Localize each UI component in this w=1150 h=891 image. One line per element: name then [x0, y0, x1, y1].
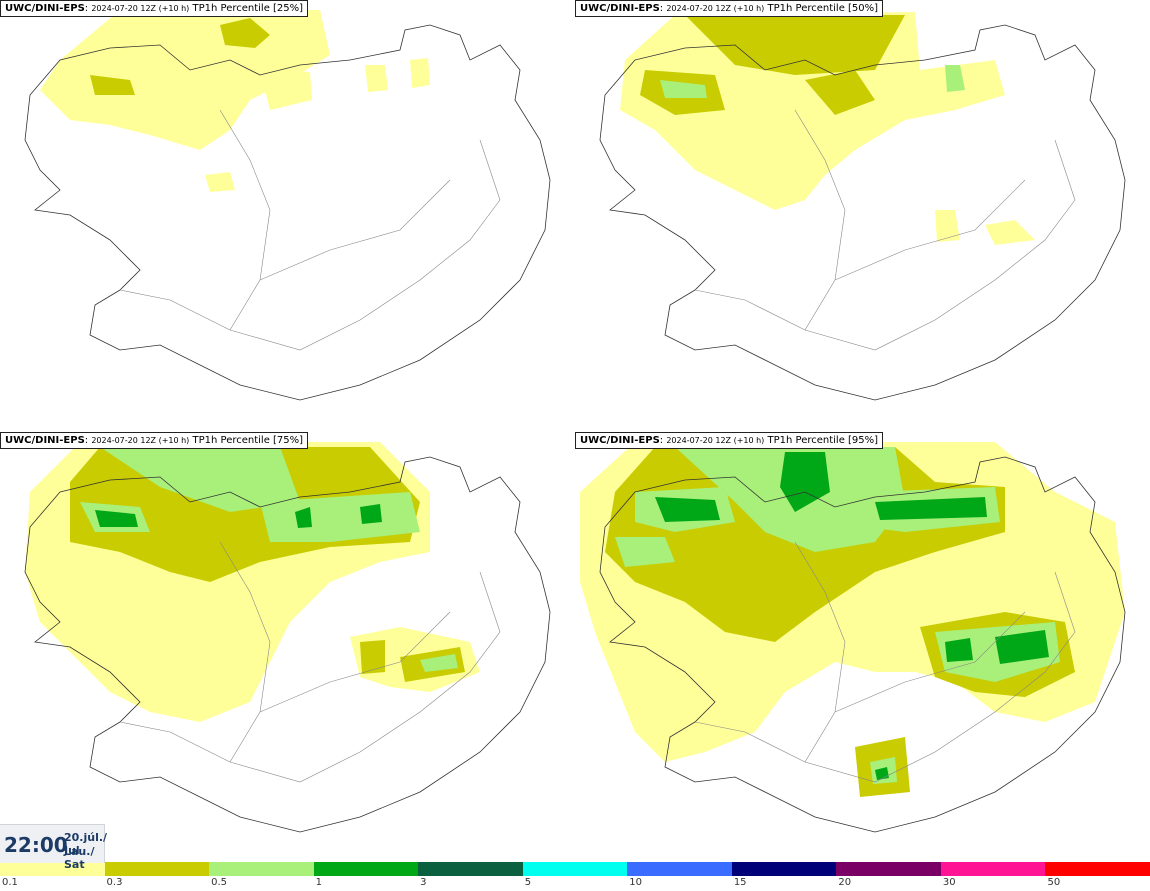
precipitation-legend-bar — [0, 862, 1150, 876]
valid-date-line1: 20.júl./ Jul — [64, 831, 108, 857]
map-canvas — [24, 10, 551, 401]
legend-tick: 10 — [629, 877, 642, 888]
legend-swatch — [627, 862, 732, 876]
panel-title: UWC/DINI-EPS: 2024-07-20 12Z (+10 h) TP1… — [575, 0, 884, 17]
legend-tick-labels: 0.1 0.3 0.5 1 3 5 10 15 20 30 50 — [0, 876, 1150, 891]
legend-swatch — [0, 862, 105, 876]
coastline — [24, 24, 551, 401]
legend-swatch — [418, 862, 523, 876]
legend-tick: 3 — [420, 877, 427, 888]
road-network — [119, 541, 501, 783]
precipitation-field — [40, 10, 430, 192]
road-network — [119, 109, 501, 351]
map-panel-p75: UWC/DINI-EPS: 2024-07-20 12Z (+10 h) TP1… — [0, 432, 575, 864]
legend-tick: 15 — [733, 877, 747, 888]
legend-swatch — [209, 862, 314, 876]
panel-title: UWC/DINI-EPS: 2024-07-20 12Z (+10 h) TP1… — [0, 0, 309, 17]
legend-tick: 5 — [524, 877, 532, 888]
valid-date-line2: Lau./ Sat — [64, 845, 95, 871]
legend-tick: 1 — [315, 877, 322, 888]
legend-swatch — [731, 862, 837, 876]
legend-tick: 0.5 — [211, 877, 227, 888]
coastline — [599, 456, 1126, 833]
legend-tick: 20 — [838, 877, 852, 888]
precipitation-field — [580, 442, 1125, 797]
legend-tick: 0.3 — [106, 877, 123, 888]
legend-swatch — [313, 862, 419, 876]
legend-swatch — [104, 862, 210, 876]
panel-title: UWC/DINI-EPS: 2024-07-20 12Z (+10 h) TP1… — [0, 432, 309, 449]
coastline — [24, 456, 551, 833]
precipitation-field — [620, 12, 1035, 245]
road-network — [694, 109, 1076, 351]
legend-tick: 30 — [942, 877, 956, 888]
valid-time-box: 22:00 20.júl./ Jul Lau./ Sat — [0, 824, 108, 871]
legend-tick: 50 — [1047, 877, 1061, 888]
map-canvas — [580, 442, 1126, 833]
map-canvas — [24, 442, 551, 833]
map-panel-p95: UWC/DINI-EPS: 2024-07-20 12Z (+10 h) TP1… — [575, 432, 1150, 864]
panel-title: UWC/DINI-EPS: 2024-07-20 12Z (+10 h) TP1… — [575, 432, 884, 449]
legend-tick: 0.1 — [2, 877, 18, 888]
legend-swatch — [836, 862, 941, 876]
map-canvas — [599, 12, 1126, 401]
valid-time: 22:00 — [4, 833, 68, 857]
road-network — [694, 541, 1076, 783]
map-panel-p50: UWC/DINI-EPS: 2024-07-20 12Z (+10 h) TP1… — [575, 0, 1150, 432]
coastline — [599, 24, 1126, 401]
map-panel-p25: UWC/DINI-EPS: 2024-07-20 12Z (+10 h) TP1… — [0, 0, 575, 432]
legend-swatch — [522, 862, 628, 876]
precipitation-field — [25, 442, 480, 722]
legend-swatch — [1045, 862, 1150, 876]
legend-swatch — [940, 862, 1046, 876]
